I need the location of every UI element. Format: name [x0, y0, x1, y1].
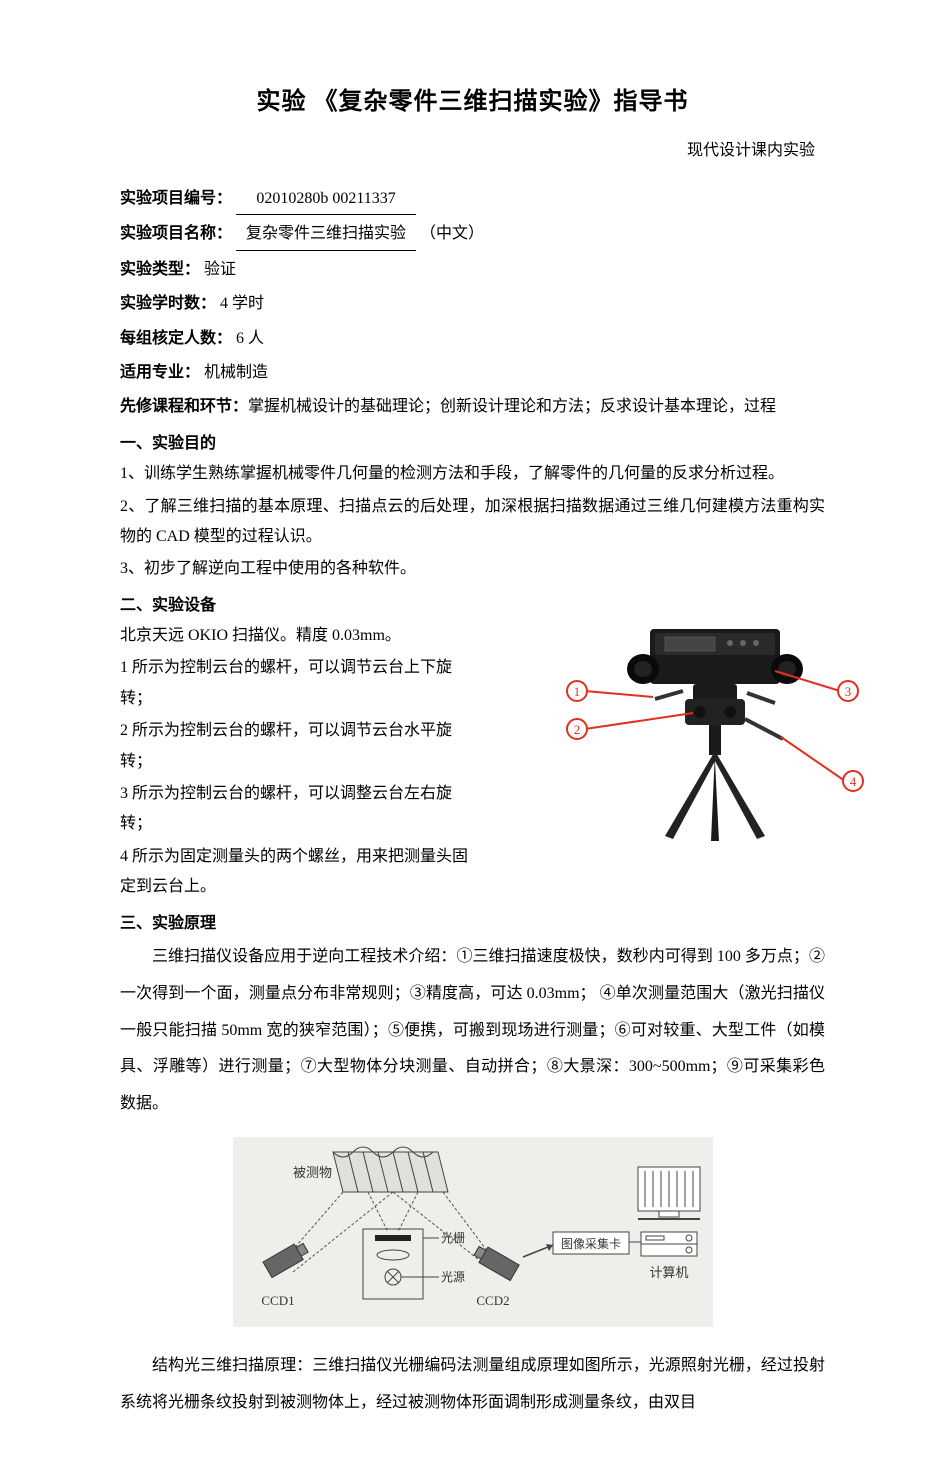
s2-l4: 4 所示为固定测量头的两个螺丝，用来把测量头固定到云台上。: [120, 842, 480, 903]
meta-prereq-label: 先修课程和环节：: [120, 398, 248, 415]
doc-title: 实验 《复杂零件三维扫描实验》指导书: [120, 80, 825, 126]
callout-1: 1: [574, 684, 581, 699]
s1-p1: 1、训练学生熟练掌握机械零件几何量的检测方法和手段，了解零件的几何量的反求分析过…: [120, 459, 825, 489]
label-ccd1: CCD1: [261, 1293, 294, 1308]
label-computer: 计算机: [649, 1265, 688, 1280]
meta-type: 实验类型： 验证: [120, 255, 825, 285]
diagram-svg: 被测物 CCD1 CCD2 光栅 光源: [233, 1137, 713, 1327]
meta-type-value: 验证: [204, 261, 236, 278]
label-object: 被测物: [293, 1165, 332, 1180]
meta-hours-label: 实验学时数：: [120, 295, 216, 312]
section-3-head: 三、实验原理: [120, 909, 825, 939]
meta-name-value: 复杂零件三维扫描实验: [236, 219, 416, 250]
doc-subtitle: 现代设计课内实验: [120, 136, 825, 166]
label-grating: 光栅: [441, 1230, 465, 1245]
meta-prereq-value: 掌握机械设计的基础理论；创新设计理论和方法；反求设计基本理论，过程: [248, 398, 776, 415]
meta-type-label: 实验类型：: [120, 261, 200, 278]
meta-name: 实验项目名称： 复杂零件三维扫描实验 （中文）: [120, 219, 825, 250]
meta-hours-value: 4 学时: [220, 295, 264, 312]
section-1-head: 一、实验目的: [120, 429, 825, 459]
meta-major: 适用专业： 机械制造: [120, 358, 825, 388]
s2-l2: 2 所示为控制云台的螺杆，可以调节云台水平旋转；: [120, 716, 480, 777]
scanner-figure: 1 2 3 4: [555, 621, 865, 841]
meta-major-value: 机械制造: [204, 364, 268, 381]
s2-l1: 1 所示为控制云台的螺杆，可以调节云台上下旋转；: [120, 653, 480, 714]
meta-prereq: 先修课程和环节：掌握机械设计的基础理论；创新设计理论和方法；反求设计基本理论，过…: [120, 392, 825, 422]
meta-code: 实验项目编号： 02010280b 00211337: [120, 184, 825, 215]
label-ccd2: CCD2: [476, 1293, 509, 1308]
s1-p2: 2、了解三维扫描的基本原理、扫描点云的后处理，加深根据扫描数据通过三维几何建模方…: [120, 492, 825, 553]
callout-4: 4: [850, 774, 857, 789]
meta-group-value: 6 人: [236, 330, 264, 347]
callout-2: 2: [574, 722, 581, 737]
s2-intro: 北京天远 OKIO 扫描仪。精度 0.03mm。: [120, 621, 480, 651]
meta-group-label: 每组核定人数：: [120, 330, 232, 347]
section-2-head: 二、实验设备: [120, 591, 825, 621]
s2-l3: 3 所示为控制云台的螺杆，可以调整云台左右旋转；: [120, 779, 480, 840]
meta-code-label: 实验项目编号：: [120, 190, 232, 207]
meta-name-suffix: （中文）: [420, 225, 484, 242]
label-card: 图像采集卡: [560, 1236, 620, 1251]
s1-p3: 3、初步了解逆向工程中使用的各种软件。: [120, 554, 825, 584]
scanner-svg: 1 2 3 4: [555, 621, 865, 841]
callout-3: 3: [845, 684, 852, 699]
meta-group: 每组核定人数： 6 人: [120, 324, 825, 354]
meta-hours: 实验学时数： 4 学时: [120, 289, 825, 319]
label-source: 光源: [441, 1270, 465, 1284]
s3-p2: 结构光三维扫描原理：三维扫描仪光栅编码法测量组成原理如图所示，光源照射光栅，经过…: [120, 1348, 825, 1422]
s3-p1: 三维扫描仪设备应用于逆向工程技术介绍：①三维扫描速度极快，数秒内可得到 100 …: [120, 939, 825, 1123]
equipment-block: 北京天远 OKIO 扫描仪。精度 0.03mm。 1 所示为控制云台的螺杆，可以…: [120, 621, 825, 903]
meta-major-label: 适用专业：: [120, 364, 200, 381]
principle-diagram: 被测物 CCD1 CCD2 光栅 光源: [120, 1137, 825, 1338]
meta-code-value: 02010280b 00211337: [236, 184, 416, 215]
meta-name-label: 实验项目名称：: [120, 225, 232, 242]
